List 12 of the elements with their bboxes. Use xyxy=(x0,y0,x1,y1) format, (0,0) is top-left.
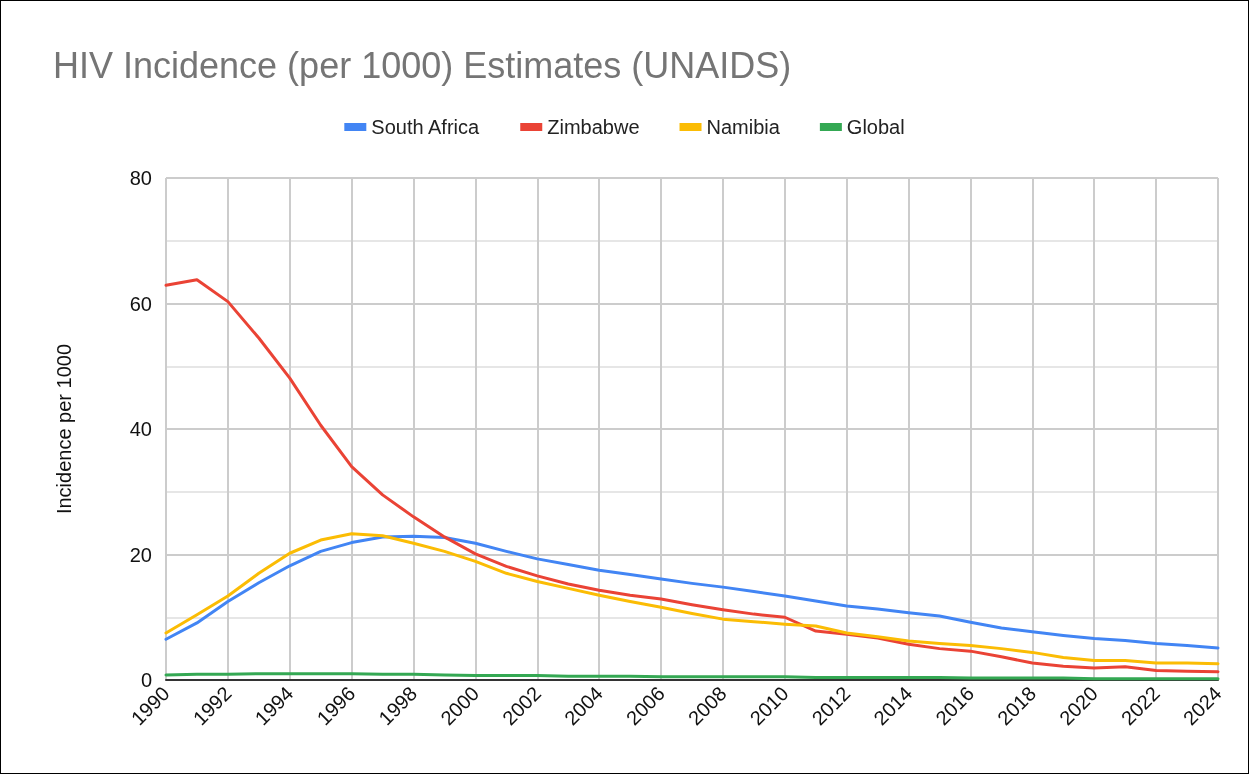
y-axis-title: Incidence per 1000 xyxy=(53,343,75,515)
line-series xyxy=(164,278,1220,674)
y-tick-label: 80 xyxy=(129,167,152,189)
legend-label: Global xyxy=(846,116,905,138)
y-tick-label: 60 xyxy=(129,292,152,315)
y-tick-label: 20 xyxy=(129,543,152,566)
legend-label: South Africa xyxy=(371,116,481,138)
y-tick-label: 0 xyxy=(140,669,152,691)
y-tick-label: 40 xyxy=(129,418,152,440)
chart-title: HIV Incidence (per 1000) Estimates (UNAIDS) xyxy=(53,44,792,86)
legend-label: Namibia xyxy=(706,116,781,138)
legend-label: Zimbabwe xyxy=(547,116,640,138)
